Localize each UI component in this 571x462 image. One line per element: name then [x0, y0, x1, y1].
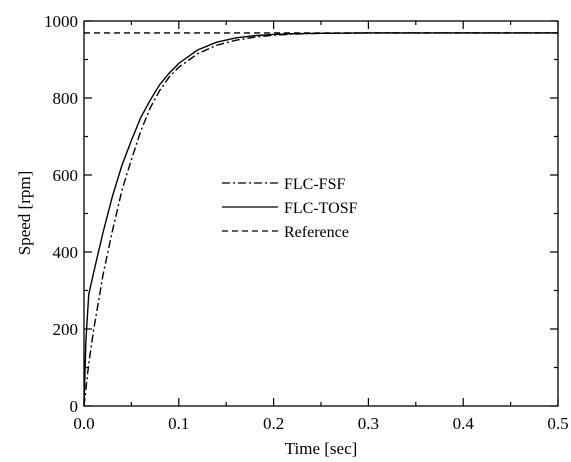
- legend-label-0: FLC-FSF: [284, 176, 345, 193]
- y-axis-label: Speed [rpm]: [15, 171, 34, 256]
- series-line-1: [83, 32, 558, 407]
- series-lines: [83, 32, 558, 407]
- legend-label-1: FLC-TOSF: [284, 200, 358, 217]
- x-tick-label: 0.3: [358, 414, 379, 433]
- y-tick-label: 400: [53, 243, 79, 262]
- legend: FLC-FSF FLC-TOSF Reference: [222, 176, 358, 241]
- y-tick-label: 1000: [44, 12, 78, 31]
- x-axis-label: Time [sec]: [285, 439, 358, 458]
- x-tick-label: 0.5: [547, 414, 568, 433]
- legend-label-2: Reference: [284, 224, 349, 241]
- series-line-0: [83, 32, 558, 407]
- axis-ticks: [83, 20, 559, 407]
- tick-labels: 0.0 0.1 0.2 0.3 0.4 0.5 0 200 400 600 800 1000: [44, 12, 569, 433]
- x-tick-label: 0.2: [263, 414, 284, 433]
- y-tick-label: 800: [53, 89, 79, 108]
- y-tick-label: 600: [53, 166, 79, 185]
- y-tick-label: 200: [53, 320, 79, 339]
- x-tick-label: 0.0: [73, 414, 94, 433]
- y-tick-label: 0: [70, 397, 79, 416]
- x-tick-label: 0.4: [453, 414, 475, 433]
- x-tick-label: 0.1: [168, 414, 189, 433]
